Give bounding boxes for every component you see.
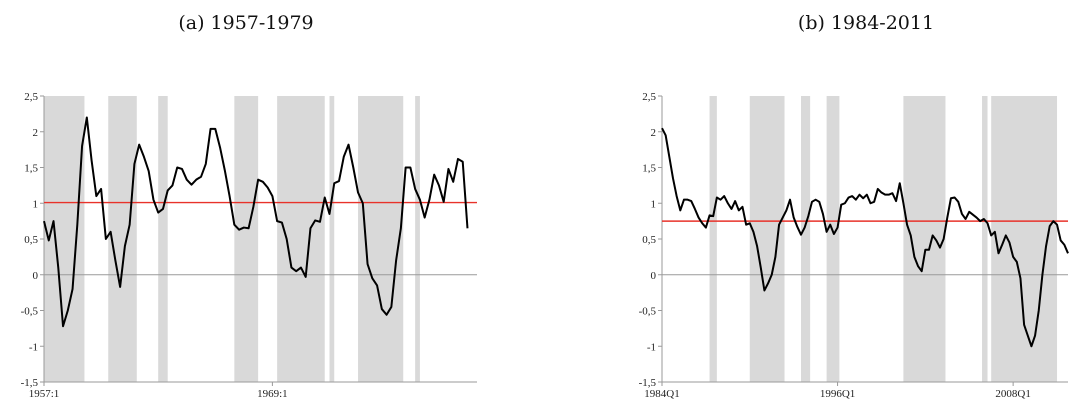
chart-b-y-tick-label-7: 2: [651, 127, 657, 139]
chart-b-x-tick-label-1: 1996Q1: [820, 388, 855, 400]
chart-a-y-tick-label-7: 2: [33, 127, 39, 139]
chart-a-title: (a) 1957-1979: [178, 12, 314, 34]
chart-a-shaded-band-2: [158, 96, 168, 382]
chart-b-shaded-band-3: [826, 96, 840, 382]
chart-b-shaded-band-0: [709, 96, 717, 382]
chart-a-y-tick-label-0: -1,5: [21, 377, 39, 389]
chart-b-shaded-band-6: [991, 96, 1058, 382]
chart-a-shaded-band-4: [277, 96, 325, 382]
chart-b-y-tick-label-6: 1,5: [642, 163, 656, 175]
chart-a-shaded-band-3: [234, 96, 259, 382]
chart-b-shaded-band-4: [903, 96, 946, 382]
chart-a-y-tick-label-1: -1: [29, 341, 38, 353]
chart-a-shaded-band-1: [108, 96, 137, 382]
chart-a-shaded-band-7: [415, 96, 420, 382]
chart-a-x-tick-label-1: 1969:1: [257, 388, 288, 400]
chart-a-y-tick-label-3: 0: [33, 270, 39, 282]
chart-b-y-tick-label-1: -1: [647, 341, 656, 353]
chart-a-y-tick-label-4: 0,5: [24, 234, 38, 246]
chart-b-x-tick-label-0: 1984Q1: [644, 388, 679, 400]
chart-b-shaded-band-2: [800, 96, 811, 382]
chart-b-y-tick-label-0: -1,5: [639, 377, 657, 389]
chart-b-title: (b) 1984-2011: [797, 12, 935, 34]
chart-b-y-tick-label-3: 0: [651, 270, 657, 282]
chart-b-shaded-band-5: [982, 96, 988, 382]
chart-b-x-tick-label-2: 2008Q1: [995, 388, 1030, 400]
chart-a-shaded-band-0: [44, 96, 85, 382]
chart-a-y-tick-label-6: 1,5: [24, 163, 38, 175]
chart-b-y-tick-label-2: -0,5: [639, 306, 657, 318]
chart-a-shaded-band-5: [329, 96, 335, 382]
chart-b-y-tick-label-8: 2,5: [642, 91, 656, 103]
chart-a-series-line-0: [43, 116, 469, 328]
chart-a-x-tick-label-0: 1957:1: [29, 388, 60, 400]
chart-b-series-line-0: [661, 127, 1069, 348]
chart-b-y-tick-label-5: 1: [651, 198, 657, 210]
chart-b-y-tick-label-4: 0,5: [642, 234, 656, 246]
chart-a-y-tick-label-2: -0,5: [21, 306, 39, 318]
chart-a-y-tick-label-8: 2,5: [24, 91, 38, 103]
chart-a-y-tick-label-5: 1: [33, 198, 39, 210]
